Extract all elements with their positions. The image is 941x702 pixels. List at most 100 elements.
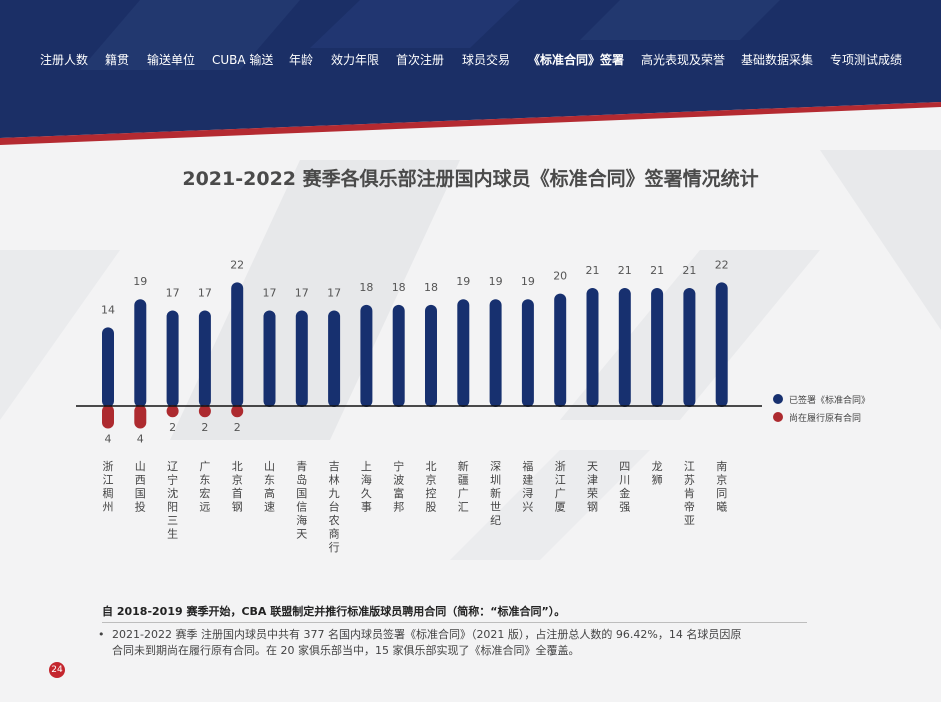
bar-unsigned [102, 405, 114, 429]
data-label-signed: 19 [521, 275, 535, 288]
category-label: 行 [329, 541, 340, 554]
data-label-signed: 18 [392, 281, 406, 294]
nav-item-basic-data[interactable]: 基础数据采集 [741, 53, 814, 67]
category-label: 圳 [490, 474, 501, 487]
data-label-signed: 14 [101, 303, 115, 316]
bar-unsigned [231, 405, 244, 418]
nav-item-source-unit[interactable]: 输送单位 [147, 53, 196, 67]
bar-signed [651, 287, 664, 407]
bar-signed [263, 310, 276, 407]
nav-item-registration-count[interactable]: 注册人数 [40, 53, 89, 67]
category-label: 山 [264, 460, 275, 473]
category-label: 三 [167, 514, 178, 527]
category-label: 四 [619, 460, 630, 473]
category-label: 富 [393, 486, 404, 500]
category-label: 钢 [232, 501, 243, 514]
chart-title: 2021-2022 赛季各俱乐部注册国内球员《标准合同》签署情况统计 [182, 168, 759, 190]
data-label-signed: 21 [586, 264, 600, 277]
category-label: 荣 [587, 487, 598, 500]
bar-signed [166, 310, 179, 407]
category-label: 首 [232, 486, 243, 500]
category-label: 新 [458, 459, 469, 473]
category-label: 厦 [555, 501, 566, 514]
legend-label-signed: 已签署《标准合同》 [789, 395, 871, 406]
bar-signed [198, 310, 211, 407]
bar-signed [554, 293, 567, 407]
chart-legend: 已签署《标准合同》 尚在履行原有合同 [773, 390, 870, 426]
category-label: 同 [716, 487, 727, 500]
legend-item-unsigned: 尚在履行原有合同 [773, 408, 870, 426]
category-label: 金 [619, 486, 630, 500]
data-label-signed: 18 [424, 281, 438, 294]
category-label: 北 [232, 460, 243, 473]
category-label: 州 [103, 501, 114, 514]
category-label: 吉 [329, 460, 340, 473]
category-label: 信 [296, 501, 307, 514]
category-label: 控 [426, 486, 437, 500]
bar-signed [586, 287, 599, 407]
bar-signed [134, 299, 147, 407]
nav-item-standard-contract[interactable]: 《标准合同》签署 [528, 53, 625, 67]
data-label-signed: 21 [618, 264, 632, 277]
category-label: 宁 [167, 473, 178, 487]
category-label: 兴 [522, 501, 533, 514]
category-label: 东 [264, 474, 275, 487]
category-label: 江 [103, 474, 114, 487]
nav-item-special-tests[interactable]: 专项测试成绩 [830, 53, 903, 67]
category-label: 高 [264, 486, 275, 500]
category-label: 广 [555, 487, 566, 500]
category-label: 京 [232, 473, 243, 487]
category-label: 南 [716, 460, 727, 473]
nav-item-age[interactable]: 年龄 [289, 53, 314, 67]
category-label: 天 [587, 460, 598, 473]
category-label: 福 [522, 459, 533, 473]
category-label: 浔 [522, 487, 533, 500]
category-label: 新 [490, 486, 501, 500]
category-label: 上 [361, 460, 372, 473]
category-label: 速 [264, 501, 275, 514]
category-label: 狮 [652, 474, 663, 487]
bar-signed [295, 310, 308, 407]
category-label: 江 [555, 474, 566, 487]
nav-item-service-years[interactable]: 效力年限 [331, 53, 380, 67]
note-body: • 2021-2022 赛季 注册国内球员中共有 377 名国内球员签署《标准合… [98, 627, 742, 659]
category-label: 建 [522, 473, 533, 487]
legend-swatch-signed [773, 394, 783, 404]
category-label: 钢 [587, 501, 598, 514]
category-label: 纪 [490, 514, 501, 527]
bar-signed [715, 282, 728, 407]
category-label: 曦 [716, 500, 727, 514]
category-label: 国 [135, 487, 146, 500]
nav-item-cuba[interactable]: CUBA 输送 [212, 53, 274, 67]
data-label-signed: 20 [553, 270, 567, 283]
data-label-signed: 17 [327, 286, 341, 299]
category-label: 肯 [684, 487, 695, 500]
bar-signed [231, 282, 244, 407]
nav-item-hometown[interactable]: 籍贯 [105, 53, 130, 67]
category-label: 岛 [296, 473, 307, 487]
data-label-unsigned: 4 [137, 432, 144, 445]
nav-item-first-registration[interactable]: 首次注册 [396, 53, 445, 67]
data-label-signed: 18 [359, 281, 373, 294]
data-label-signed: 19 [133, 275, 147, 288]
category-label: 邦 [393, 501, 404, 514]
data-label-unsigned: 2 [201, 421, 208, 434]
bar-unsigned [198, 405, 211, 418]
category-label: 林 [329, 473, 340, 487]
category-label: 东 [199, 474, 210, 487]
nav-item-highlights-honors[interactable]: 高光表现及荣誉 [641, 53, 726, 67]
data-label-signed: 17 [263, 286, 277, 299]
note-bullet: • [98, 628, 105, 641]
data-label-unsigned: 2 [169, 421, 176, 434]
note-text: 2021-2022 赛季 注册国内球员中共有 377 名国内球员签署《标准合同》… [112, 628, 742, 657]
nav-item-player-trades[interactable]: 球员交易 [462, 53, 511, 67]
category-label: 北 [426, 460, 437, 473]
category-label: 江 [684, 460, 695, 473]
category-label: 山 [135, 460, 146, 473]
data-label-signed: 17 [166, 286, 180, 299]
page-number-badge: 24 [49, 662, 65, 678]
category-label: 青 [296, 460, 307, 473]
category-label: 帝 [684, 500, 695, 514]
note-divider [102, 622, 807, 623]
